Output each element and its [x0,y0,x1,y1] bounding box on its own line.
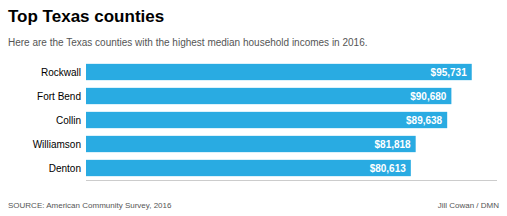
subtitle: Here are the Texas counties with the hig… [8,37,367,48]
y-tick-label: Fort Bend [37,91,81,102]
bar [86,64,472,80]
data-label: $90,680 [410,91,447,102]
bar [86,112,447,128]
data-label: $80,613 [370,163,407,174]
data-label: $89,638 [406,115,443,126]
y-tick-label: Williamson [33,139,81,150]
bars [86,64,472,176]
bar [86,160,411,176]
y-tick-label: Rockwall [41,67,81,78]
y-tick-label: Collin [56,115,81,126]
y-axis: Rockwall Fort Bend Collin Williamson Denton [33,67,81,174]
data-labels: $95,731 $90,680 $89,638 $81,818 $80,613 [370,67,468,174]
bar [86,136,416,152]
annotation: SOURCE: American Community Survey, 2016 [8,201,172,210]
y-tick-label: Denton [49,163,81,174]
chart-container: Top Texas counties Here are the Texas cou… [0,0,507,216]
x-axis-line [86,180,497,181]
data-label: $95,731 [431,67,468,78]
data-label: $81,818 [375,139,412,150]
title: Top Texas counties [8,7,164,26]
bar [86,88,451,104]
chart: Top Texas counties Here are the Texas cou… [0,0,507,216]
annotation: Jill Cowan / DMN [438,201,500,210]
